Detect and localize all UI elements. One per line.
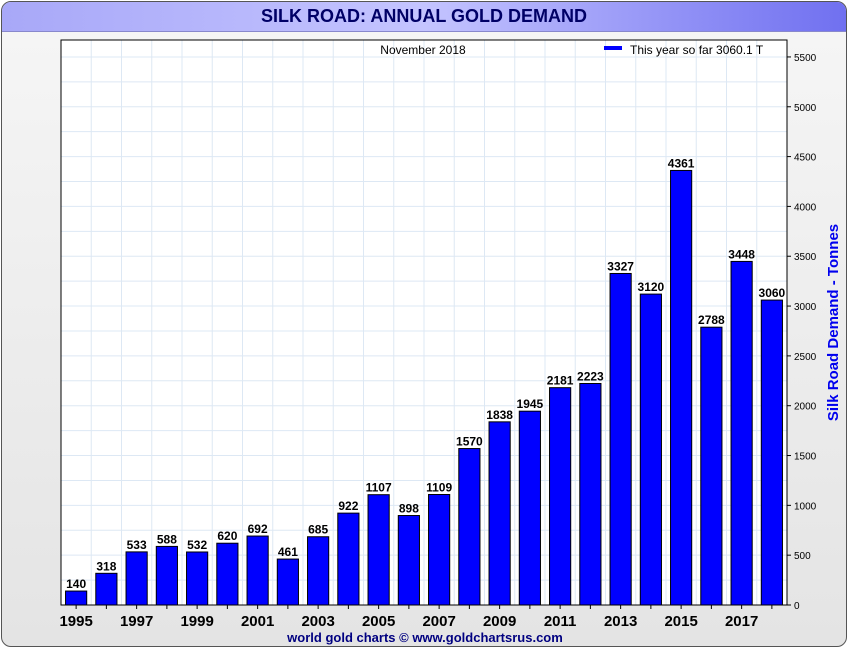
bar-1998 [155,545,178,606]
y-tick-label: 3500 [794,252,817,263]
data-label: 692 [248,522,268,536]
chart-title: SILK ROAD: ANNUAL GOLD DEMAND [261,6,587,26]
x-tick-label: 2013 [604,613,637,630]
legend-label: This year so far 3060.1 T [630,43,764,57]
bar-2000 [216,542,239,606]
data-label: 2181 [547,374,574,388]
data-label: 140 [66,577,86,591]
data-label: 3448 [728,247,755,261]
data-label: 1838 [486,408,513,422]
bar-2015 [670,169,693,606]
bar-2011 [549,387,572,606]
data-label: 588 [157,532,177,546]
bar-2006 [397,515,420,606]
bar-2016 [700,326,723,606]
bar-1997 [125,551,148,606]
plot-border [60,39,788,606]
bar-2010 [518,410,541,606]
bar-2001 [246,535,269,606]
bar-2018 [760,299,783,606]
y-tick-label: 500 [794,551,811,562]
y-tick-label: 5000 [794,103,817,114]
bar-1995 [65,590,88,606]
x-tick-label: 2003 [301,613,334,630]
data-label: 461 [278,545,298,559]
bar-2002 [276,558,299,606]
data-label: 922 [338,499,358,513]
data-label: 1107 [366,481,392,495]
x-tick-label: 2007 [422,613,455,630]
data-label: 1109 [426,480,452,494]
bar-2013 [609,272,632,606]
x-tick-label: 2015 [664,613,697,630]
data-label: 898 [399,502,419,516]
y-tick-label: 1000 [794,501,817,512]
bar-2005 [367,494,390,606]
data-label: 3327 [607,259,634,273]
credit-text: world gold charts © www.goldchartsrus.co… [287,630,563,645]
data-label: 620 [217,529,237,543]
data-label: 318 [96,559,116,573]
bar-2014 [639,293,662,606]
chart-subtitle: November 2018 [380,43,466,57]
y-tick-label: 0 [794,601,800,612]
bar-1999 [186,551,209,606]
y-tick-label: 1500 [794,452,817,463]
x-tick-label: 1997 [120,613,153,630]
x-tick-label: 1995 [59,613,92,630]
data-label: 533 [127,538,147,552]
x-tick-label: 2009 [483,613,516,630]
bar-2003 [307,536,330,606]
x-tick-label: 2017 [725,613,758,630]
bar-1996 [95,572,118,606]
title-bar: SILK ROAD: ANNUAL GOLD DEMAND [2,2,846,32]
bar-2007 [428,493,451,606]
bar-2008 [458,448,481,606]
data-label: 4361 [668,156,695,170]
data-label: 532 [187,538,207,552]
y-axis-label: Silk Road Demand - Tonnes [825,224,842,421]
bar-2017 [730,260,753,606]
y-tick-label: 2500 [794,352,817,363]
legend-swatch [604,46,622,50]
bar-2012 [579,382,602,606]
data-label: 1945 [517,397,544,411]
y-tick-label: 4500 [794,153,817,164]
bar-2009 [488,421,511,606]
x-tick-label: 2011 [544,613,577,630]
x-tick-label: 1999 [180,613,213,630]
data-label: 3120 [638,280,665,294]
y-tick-label: 2000 [794,402,817,413]
data-label: 2788 [698,313,725,327]
y-tick-label: 4000 [794,202,817,213]
x-tick-label: 2001 [241,613,274,630]
y-tick-label: 3000 [794,302,817,313]
data-label: 2223 [577,369,604,383]
data-label: 685 [308,523,328,537]
x-tick-label: 2005 [362,613,395,630]
y-tick-label: 5500 [794,53,817,64]
bar-2004 [337,512,360,606]
data-label: 1570 [456,435,483,449]
data-label: 3060 [759,286,786,300]
